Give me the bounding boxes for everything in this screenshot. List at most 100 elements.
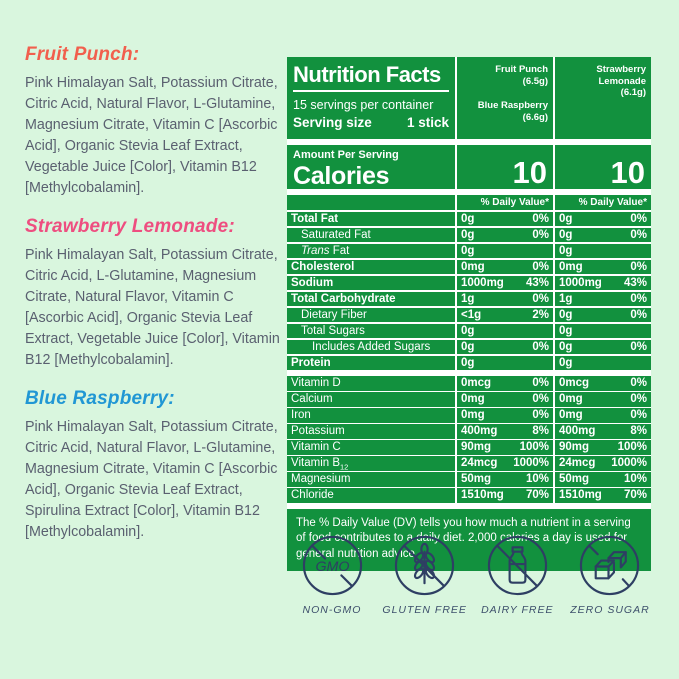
nutrient-value-cell: 0mg 0% bbox=[457, 259, 553, 274]
daily-value-percent: 100% bbox=[519, 441, 549, 453]
column-flavor: Strawberry Lemonade (6.1g) bbox=[560, 64, 646, 99]
nutrient-row: Trans Fat 0g 0g bbox=[287, 243, 651, 258]
daily-value-percent: 43% bbox=[525, 276, 549, 289]
daily-value-header-col1: % Daily Value* bbox=[457, 195, 553, 210]
daily-value-percent: 0% bbox=[630, 228, 647, 241]
nutrient-name: Cholesterol bbox=[287, 259, 455, 274]
flavor-weight: (6.6g) bbox=[522, 111, 548, 123]
daily-value-percent: 0% bbox=[630, 212, 647, 225]
nutrient-value-cell: 0g 0% bbox=[555, 227, 651, 242]
amount: 0g bbox=[461, 324, 475, 337]
flavor-name: Fruit Punch bbox=[495, 64, 548, 75]
nutrient-name: Protein bbox=[287, 355, 455, 370]
daily-value-percent: 0% bbox=[630, 308, 647, 321]
daily-value-header-col2: % Daily Value* bbox=[555, 195, 651, 210]
flavor-heading-fruit-punch: Fruit Punch: bbox=[25, 44, 140, 65]
nutrient-row: Cholesterol 0mg 0% 0mg 0% bbox=[287, 259, 651, 274]
amount: 0mg bbox=[559, 393, 583, 405]
nutrient-value-cell: 0g 0% bbox=[555, 339, 651, 354]
daily-value-percent: 0% bbox=[630, 260, 647, 273]
daily-value-percent: 0% bbox=[532, 228, 549, 241]
daily-value-percent: 8% bbox=[532, 425, 549, 437]
nutrient-row: Magnesium 50mg 10% 50mg 10% bbox=[287, 472, 651, 487]
nutrient-row: Saturated Fat 0g 0% 0g 0% bbox=[287, 227, 651, 242]
amount: 0mg bbox=[461, 409, 485, 421]
nutrient-value-cell: 0mg 0% bbox=[555, 408, 651, 423]
nutrient-value-cell: 0g bbox=[457, 323, 553, 338]
nutrient-value-cell: 0mg 0% bbox=[457, 392, 553, 407]
nutrient-name: Potassium bbox=[287, 424, 455, 439]
ingredient-list-blue-raspberry: Pink Himalayan Salt, Potassium Citrate, … bbox=[25, 419, 278, 540]
amount: 0mcg bbox=[559, 377, 590, 389]
calories-value-col1: 10 bbox=[457, 145, 553, 189]
amount: 0g bbox=[461, 356, 475, 369]
nutrient-row: Vitamin D 0mcg 0% 0mcg 0% bbox=[287, 376, 651, 391]
flavor-name: Strawberry Lemonade bbox=[596, 64, 646, 87]
nutrient-row: Total Carbohydrate 1g 0% 1g 0% bbox=[287, 291, 651, 306]
amount: 0mg bbox=[559, 260, 583, 273]
nutrient-row: Potassium 400mg 8% 400mg 8% bbox=[287, 424, 651, 439]
daily-value-percent: 1000% bbox=[513, 457, 549, 469]
nutrient-value-cell: 0g bbox=[555, 243, 651, 258]
nutrient-name: Chloride bbox=[287, 488, 455, 503]
fruit-punch-ingredients: Fruit Punch: Pink Himalayan Salt, Potass… bbox=[25, 44, 285, 199]
nutrient-row: Sodium 1000mg 43% 1000mg 43% bbox=[287, 275, 651, 290]
column-header-strawberry-lemonade: Strawberry Lemonade (6.1g) bbox=[555, 57, 651, 139]
nutrient-value-cell: 0mg 0% bbox=[555, 392, 651, 407]
amount: 90mg bbox=[461, 441, 492, 453]
nutrient-value-cell: 0g 0% bbox=[555, 211, 651, 226]
amount: 1g bbox=[559, 292, 573, 305]
daily-value-header-row: % Daily Value* % Daily Value* bbox=[287, 195, 651, 210]
amount: 0g bbox=[461, 212, 475, 225]
amount: 0mg bbox=[461, 260, 485, 273]
nutrition-facts-panel: Nutrition Facts 15 servings per containe… bbox=[287, 57, 651, 571]
nutrient-value-cell: 0mcg 0% bbox=[555, 376, 651, 391]
nutrient-name: Iron bbox=[287, 408, 455, 423]
section-divider bbox=[287, 190, 651, 194]
nutrient-row: Protein 0g 0g bbox=[287, 355, 651, 370]
serving-size-value: 1 stick bbox=[406, 115, 449, 130]
daily-value-percent: 100% bbox=[617, 441, 647, 453]
nutrient-value-cell: 0mcg 0% bbox=[457, 376, 553, 391]
dairy-free-icon bbox=[487, 535, 547, 596]
nutrient-row: Total Fat 0g 0% 0g 0% bbox=[287, 211, 651, 226]
nutrient-value-cell: 1510mg 70% bbox=[457, 488, 553, 503]
nutrition-facts-title: Nutrition Facts bbox=[293, 62, 441, 87]
nutrient-name: Sodium bbox=[287, 275, 455, 290]
nutrient-row: Dietary Fiber <1g 2% 0g 0% bbox=[287, 307, 651, 322]
section-divider bbox=[287, 140, 651, 144]
daily-value-percent: 10% bbox=[525, 473, 549, 485]
nutrient-value-cell: 1000mg 43% bbox=[555, 275, 651, 290]
nutrient-value-cell: 0g bbox=[555, 355, 651, 370]
nutrient-value-cell: 50mg 10% bbox=[555, 472, 651, 487]
strawberry-lemonade-ingredients: Strawberry Lemonade: Pink Himalayan Salt… bbox=[25, 216, 285, 371]
amount: 24mcg bbox=[559, 457, 596, 469]
badge-label-dairy-free: DAIRY FREE bbox=[481, 604, 554, 616]
nutrient-value-cell: 1g 0% bbox=[457, 291, 553, 306]
nutrient-value-cell: 0mg 0% bbox=[457, 408, 553, 423]
nutrient-name: Includes Added Sugars bbox=[287, 339, 455, 354]
daily-value-percent: 0% bbox=[532, 393, 549, 405]
column-flavor: Fruit Punch (6.5g) bbox=[462, 64, 548, 87]
nutrient-row: Vitamin B12 24mcg 1000% 24mcg 1000% bbox=[287, 456, 651, 471]
amount-per-serving-label: Amount Per Serving bbox=[293, 149, 399, 161]
amount: 0g bbox=[461, 244, 475, 257]
nutrient-value-cell: 0g bbox=[555, 323, 651, 338]
serving-size-row: Serving size 1 stick bbox=[293, 115, 449, 130]
daily-value-percent: 0% bbox=[630, 292, 647, 305]
nutrient-name: Total Sugars bbox=[287, 323, 455, 338]
column-header-fruit-punch-blue-raspberry: Fruit Punch (6.5g) Blue Raspberry (6.6g) bbox=[457, 57, 553, 139]
calories-value-col2: 10 bbox=[555, 145, 651, 189]
calories-label: Calories bbox=[293, 162, 390, 190]
amount: 0g bbox=[559, 340, 573, 353]
nutrient-value-cell: 0mg 0% bbox=[555, 259, 651, 274]
amount: 400mg bbox=[461, 425, 498, 437]
badge-dairy-free: DAIRY FREE bbox=[475, 534, 559, 616]
section-divider bbox=[287, 371, 651, 375]
nutrient-value-cell: 400mg 8% bbox=[555, 424, 651, 439]
empty-cell bbox=[287, 195, 455, 210]
nutrient-value-cell: 0g 0% bbox=[457, 339, 553, 354]
calories-label-cell: Amount Per Serving Calories bbox=[287, 145, 455, 190]
nutrient-value-cell: 0g bbox=[457, 355, 553, 370]
nutrient-name: Magnesium bbox=[287, 472, 455, 487]
